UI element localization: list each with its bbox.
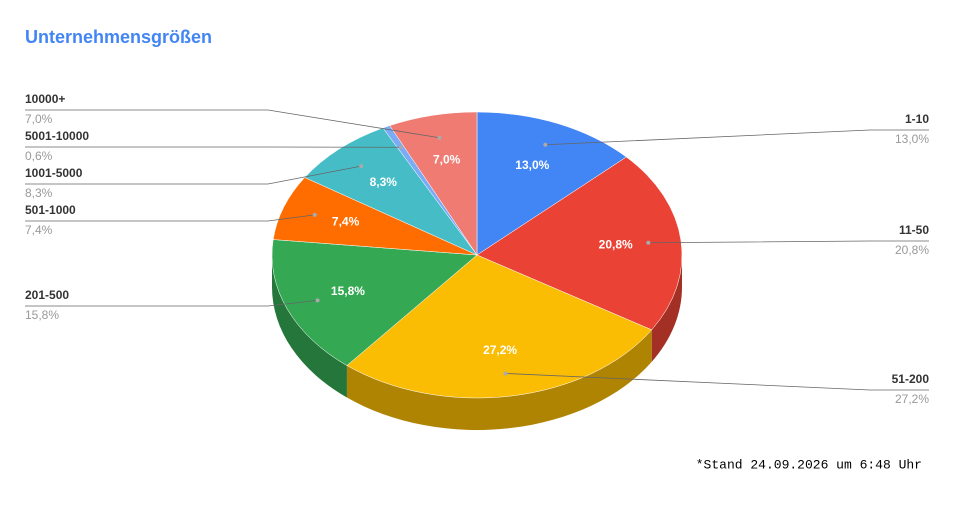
legend-name: 11-50 (899, 223, 929, 237)
footnote: *Stand 24.09.2026 um 6:48 Uhr (696, 457, 922, 472)
callout-dot (646, 241, 650, 245)
legend-name: 201-500 (25, 288, 69, 302)
legend-value: 7,0% (25, 112, 53, 126)
legend-name: 5001-10000 (25, 129, 89, 143)
legend-name: 1-10 (905, 112, 929, 126)
slice-label: 7,0% (433, 152, 461, 166)
callout-dot (313, 213, 317, 217)
slice-label: 13,0% (515, 158, 549, 172)
callout-dot (399, 145, 403, 149)
callout-dot (543, 143, 547, 147)
slice-label: 27,2% (483, 343, 517, 357)
legend-value: 8,3% (25, 186, 53, 200)
callout-dot (316, 298, 320, 302)
legend-value: 15,8% (25, 308, 59, 322)
legend-value: 0,6% (25, 149, 53, 163)
slice-label: 7,4% (332, 215, 360, 229)
callout-dot (359, 164, 363, 168)
legend-value: 20,8% (895, 243, 929, 257)
slice-label: 15,8% (331, 284, 365, 298)
legend-value: 7,4% (25, 223, 53, 237)
chart-title: Unternehmensgrößen (25, 27, 212, 47)
legend-name: 10000+ (25, 92, 65, 106)
legend-name: 51-200 (892, 372, 930, 386)
legend-name: 501-1000 (25, 203, 76, 217)
legend-name: 1001-5000 (25, 166, 83, 180)
slice-label: 8,3% (370, 175, 398, 189)
callout-dot (504, 371, 508, 375)
slice-label: 20,8% (599, 237, 633, 251)
callout-dot (437, 136, 441, 140)
legend-value: 13,0% (895, 132, 929, 146)
legend-value: 27,2% (895, 392, 929, 406)
